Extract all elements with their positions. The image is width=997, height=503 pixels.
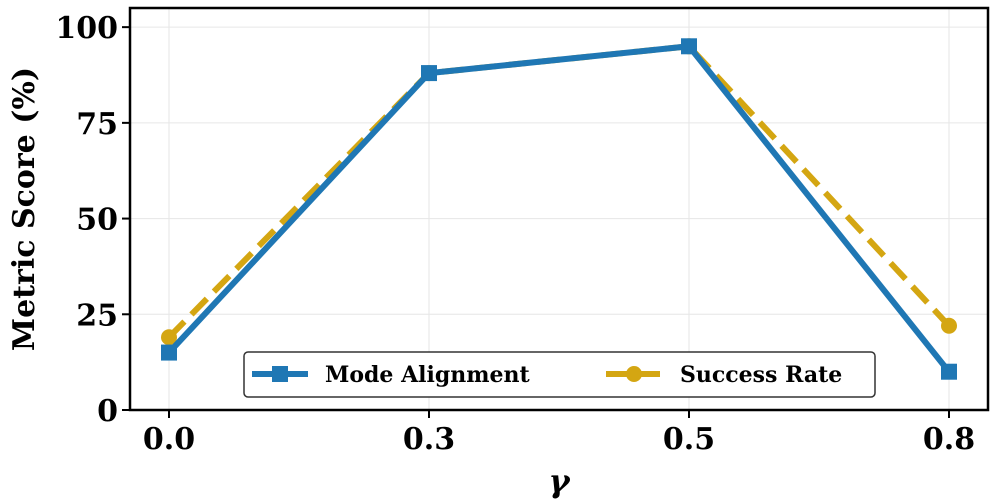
- grid: [130, 8, 988, 411]
- y-tick-label-3: 75: [76, 107, 118, 142]
- legend-label-success-rate: Success Rate: [680, 362, 842, 388]
- legend-label-mode-alignment: Mode Alignment: [325, 362, 530, 388]
- point-mode-alignment-2: [681, 38, 697, 55]
- x-tick-label-0: 0.0: [143, 422, 195, 457]
- y-tick-label-2: 50: [76, 203, 118, 238]
- point-mode-alignment-3: [941, 363, 957, 380]
- x-tick-label-1: 0.3: [403, 422, 455, 457]
- x-tick-label-3: 0.8: [923, 422, 975, 457]
- legend-marker-success-rate: [626, 366, 642, 382]
- legend: Mode Alignment Success Rate: [243, 351, 876, 398]
- series-line-success-rate: [166, 43, 952, 340]
- point-success-rate-3: [941, 317, 957, 334]
- ticks: 0 25 50 75 100 0.0 0.3 0.5 0.8: [55, 11, 975, 457]
- x-axis-title: γ: [548, 462, 571, 500]
- y-axis-title: Metric Score (%): [7, 67, 42, 351]
- series-layer: [161, 38, 957, 380]
- legend-marker-mode-alignment: [272, 366, 288, 382]
- point-success-rate-0: [161, 329, 177, 346]
- y-tick-label-1: 25: [76, 298, 118, 333]
- x-tick-label-2: 0.5: [663, 422, 715, 457]
- y-tick-label-0: 0: [97, 394, 118, 429]
- point-mode-alignment-1: [421, 65, 437, 82]
- y-tick-label-4: 100: [55, 11, 118, 46]
- point-mode-alignment-0: [161, 344, 177, 361]
- plot-frame: [128, 6, 990, 412]
- series-line-mode-alignment: [166, 43, 952, 374]
- legend-box: [243, 351, 876, 398]
